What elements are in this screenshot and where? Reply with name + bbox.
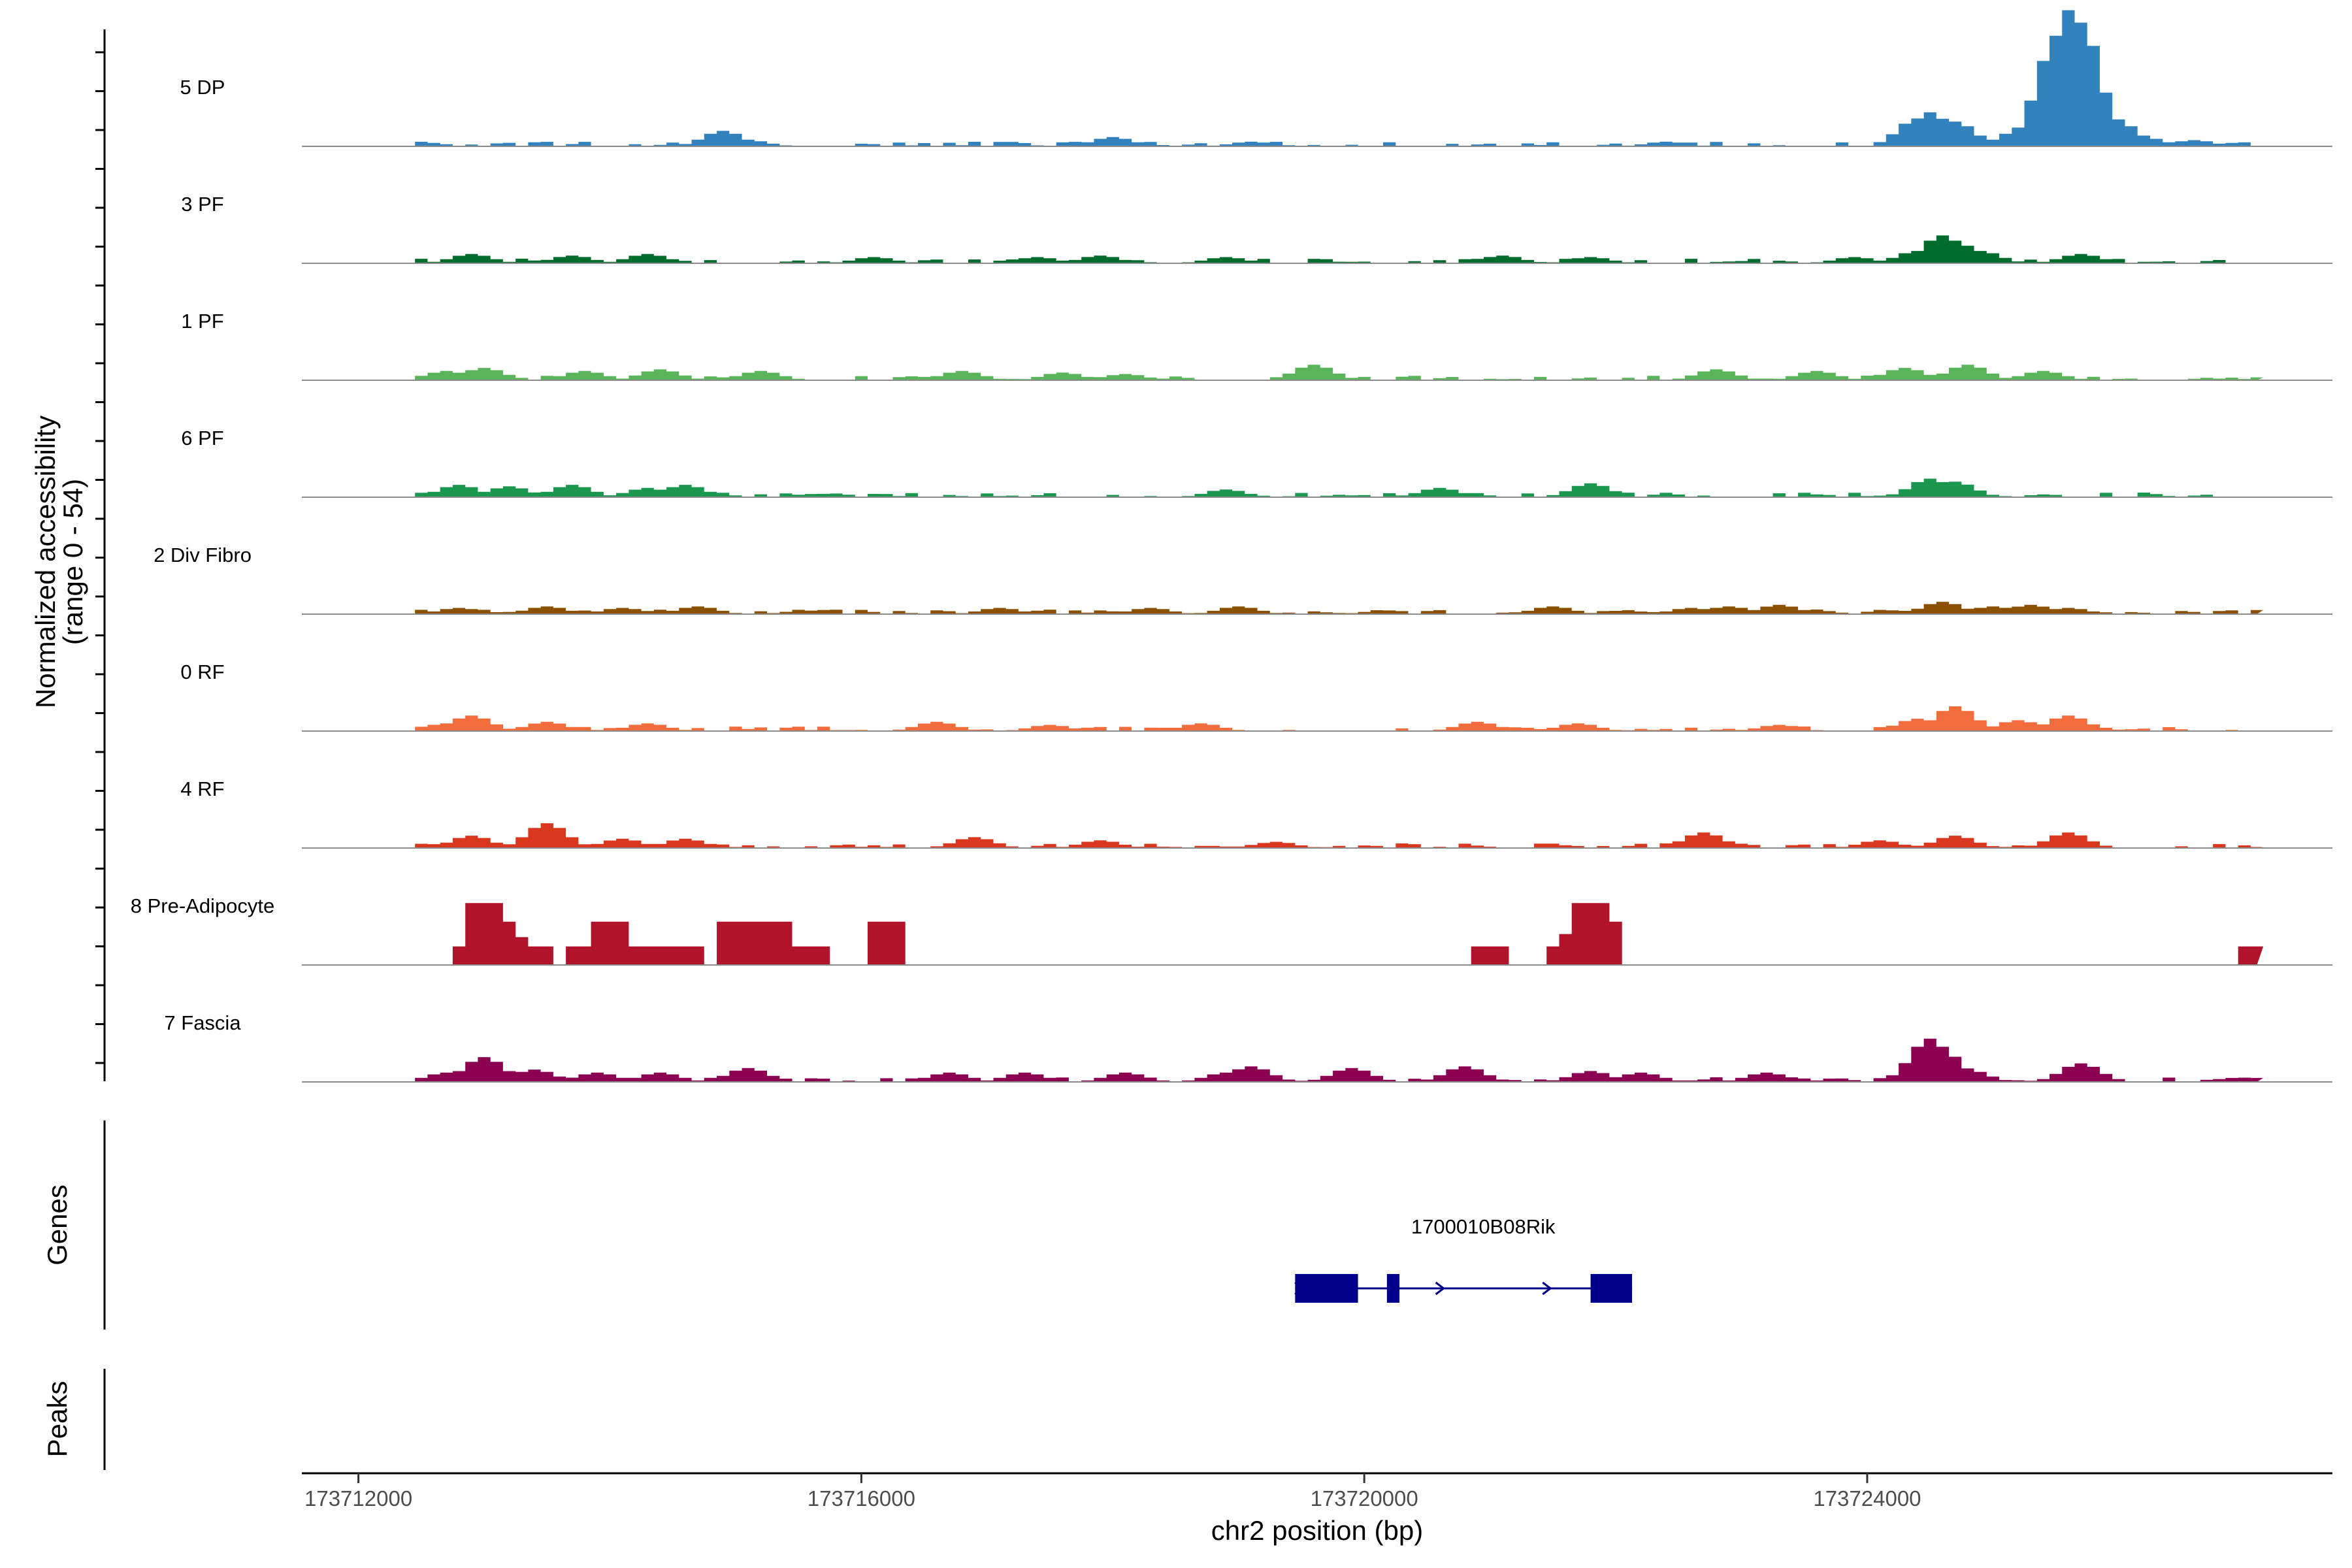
track-label: 2 Div Fibro: [154, 544, 252, 566]
coverage-area: [415, 235, 2264, 263]
track-5-dp: 5 DP: [180, 10, 2332, 147]
peaks-panel-title: Peaks: [42, 1381, 73, 1458]
coverage-area: [415, 706, 2264, 731]
x-axis-ticks: 173712000 173716000 173720000 173724000: [304, 1473, 1921, 1511]
gene-track: 1700010B08Rik: [1294, 1215, 1633, 1303]
track-3-pf: 3 PF: [181, 193, 2332, 264]
x-tick-label: 173720000: [1311, 1486, 1418, 1511]
gene-exon: [1386, 1274, 1400, 1303]
x-axis-title: chr2 position (bp): [1211, 1515, 1424, 1546]
genes-panel-title: Genes: [42, 1184, 73, 1266]
x-tick-label: 173712000: [304, 1486, 412, 1511]
coverage-area: [415, 478, 2264, 497]
gene-name-label: 1700010B08Rik: [1411, 1215, 1556, 1238]
coverage-area: [415, 903, 2264, 965]
track-label: 6 PF: [181, 427, 223, 449]
track-label: 0 RF: [180, 661, 224, 683]
track-6-pf: 6 PF: [181, 427, 2332, 498]
strand-arrow: [1294, 1281, 1305, 1296]
coverage-area: [415, 602, 2264, 614]
strand-arrow: [1542, 1281, 1552, 1296]
track-label: 8 Pre-Adipocyte: [131, 894, 275, 917]
track-0-rf: 0 RF: [180, 661, 2332, 732]
coverage-area: [415, 1038, 2264, 1082]
gene-exon: [1590, 1274, 1633, 1303]
coverage-area: [415, 10, 2264, 146]
track-4-rf: 4 RF: [180, 777, 2332, 849]
coverage-area: [415, 823, 2264, 848]
track-7-fascia: 7 Fascia: [164, 1011, 2332, 1083]
track-2-div-fibro: 2 Div Fibro: [154, 544, 2332, 615]
y-axis-subtitle: (range 0 - 54): [57, 479, 88, 645]
track-1-pf: 1 PF: [181, 310, 2332, 381]
x-tick-label: 173716000: [808, 1486, 915, 1511]
coverage-y-ticks: [95, 51, 105, 1064]
track-label: 7 Fascia: [164, 1011, 241, 1034]
track-label: 4 RF: [180, 777, 224, 800]
x-tick-label: 173724000: [1813, 1486, 1921, 1511]
coverage-area: [415, 365, 2264, 380]
track-label: 3 PF: [181, 193, 223, 216]
strand-arrow: [1435, 1281, 1446, 1296]
track-label: 5 DP: [180, 76, 225, 99]
coverage-y-axis: [95, 29, 106, 1081]
gene-exon: [1295, 1274, 1358, 1303]
y-axis-title: Normalized accessibility: [30, 416, 61, 708]
track-8-pre-adipocyte: 8 Pre-Adipocyte: [131, 894, 2332, 966]
coverage-tracks: 5 DP 3 PF 1 PF 6 PF 2 Div Fibro 0 RF 4 RF 8 Pre…: [131, 10, 2332, 1083]
track-label: 1 PF: [181, 310, 223, 333]
